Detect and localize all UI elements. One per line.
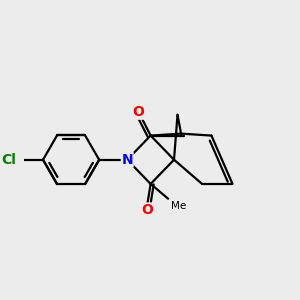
Text: Me: Me [171,201,187,211]
Text: N: N [122,153,133,167]
Text: O: O [132,105,144,119]
Text: Cl: Cl [2,153,16,167]
Text: O: O [141,203,153,217]
